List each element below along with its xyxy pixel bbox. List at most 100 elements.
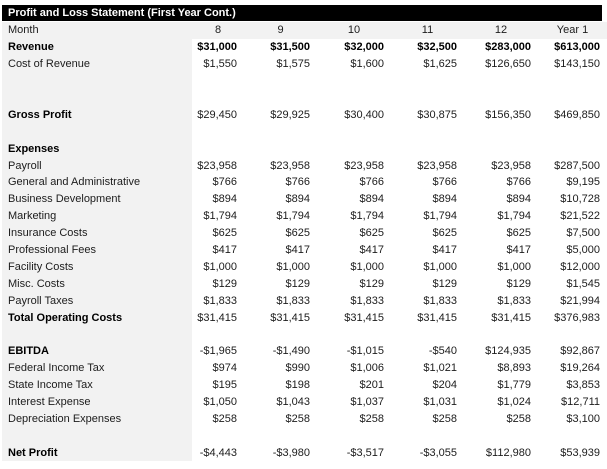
value-cell: $1,625 [423,58,457,71]
table-row: Expenses [2,140,607,158]
value-cell: $1,545 [566,277,600,290]
value-cell: $124,935 [485,345,531,358]
value-cell: $156,350 [485,108,531,121]
value-cell: $1,794 [350,210,384,223]
row-label: Facility Costs [2,258,192,276]
table-row: State Income Tax $195 $198 $201 $204 $1,779 $3… [2,376,607,394]
table-row: Revenue $31,000 $31,500 $32,000 $32,500 $283,… [2,38,607,56]
column-header-cell: 9 [244,22,317,39]
value-cell [391,73,464,90]
row-label: Interest Expense [2,393,192,411]
value-cell [244,123,317,140]
value-cell [244,140,317,157]
column-header-cell: 12 [464,22,538,39]
value-cell: $766 [359,176,384,189]
value-cell: $1,000 [423,260,457,273]
value-cell: $1,000 [276,260,310,273]
value-cell: $30,400 [344,108,384,121]
table-row: Professional Fees $417 $417 $417 $417 $417 $5,… [2,241,607,259]
value-cell: $31,415 [491,311,531,324]
value-cell [464,140,538,157]
value-cell [538,73,607,90]
value-cell [192,427,244,444]
value-cell: $21,994 [560,294,600,307]
value-cell: $625 [432,227,457,240]
table-row: Marketing $1,794 $1,794 $1,794 $1,794 $1,794 $… [2,207,607,225]
table-row: Gross Profit $29,450 $29,925 $30,400 $30,875… [2,106,607,124]
value-cell: $5,000 [566,244,600,257]
value-cell: $126,650 [485,58,531,71]
value-cell: $3,100 [566,412,600,425]
value-cell: -$1,490 [272,345,310,358]
row-label: Revenue [2,38,192,56]
table-row [2,89,607,107]
value-cell [538,326,607,343]
value-cell: $31,415 [197,311,237,324]
value-cell [244,73,317,90]
value-cell: -$3,517 [346,446,384,459]
value-cell: $1,794 [203,210,237,223]
value-cell [317,73,391,90]
value-cell: $112,980 [485,446,531,459]
value-cell: $283,000 [485,41,531,54]
value-cell: $31,500 [270,41,310,54]
row-label [2,89,192,107]
value-cell: $1,833 [350,294,384,307]
value-cell: $1,600 [350,58,384,71]
value-cell: $143,150 [554,58,600,71]
value-cell: $31,415 [344,311,384,324]
table-row [2,72,607,90]
value-cell [391,90,464,107]
value-cell: $10,728 [560,193,600,206]
value-cell: $625 [212,227,237,240]
row-label: Business Development [2,190,192,208]
row-label: Month [2,22,192,39]
value-cell: $894 [285,193,310,206]
value-cell: $31,000 [197,41,237,54]
row-label: State Income Tax [2,376,192,394]
row-label: Gross Profit [2,106,192,124]
statement-title-bar: Profit and Loss Statement (First Year Co… [2,5,602,21]
value-cell: $53,939 [560,446,600,459]
value-cell: $1,000 [203,260,237,273]
value-cell: $766 [212,176,237,189]
value-cell: $129 [432,277,457,290]
value-cell: $417 [506,244,531,257]
value-cell: $7,500 [566,227,600,240]
value-cell: $32,500 [417,41,457,54]
value-cell: $613,000 [554,41,600,54]
table-header-row: Month 8 9 10 11 12 Year 1 [2,22,607,39]
table-row: Misc. Costs $129 $129 $129 $129 $129 $1,545 [2,275,607,293]
row-label: Marketing [2,207,192,225]
value-cell: $258 [285,412,310,425]
row-label [2,123,192,141]
row-label [2,326,192,343]
value-cell: $766 [432,176,457,189]
table-row: Insurance Costs $625 $625 $625 $625 $625 $7,50… [2,224,607,242]
value-cell [464,90,538,107]
value-cell: $23,958 [491,159,531,172]
value-cell: $3,853 [566,379,600,392]
value-cell [192,326,244,343]
table-row: Payroll $23,958 $23,958 $23,958 $23,958 $23,9… [2,157,607,175]
value-cell: $29,450 [197,108,237,121]
value-cell: $23,958 [344,159,384,172]
value-cell [391,326,464,343]
table-row: Payroll Taxes $1,833 $1,833 $1,833 $1,833 $1,… [2,292,607,310]
row-label [2,72,192,90]
value-cell: $23,958 [270,159,310,172]
row-label: Professional Fees [2,241,192,259]
value-cell: $31,415 [270,311,310,324]
table-row [2,427,607,445]
column-header-cell: 11 [391,22,464,39]
value-cell: $129 [212,277,237,290]
table-row: Federal Income Tax $974 $990 $1,006 $1,021 $8… [2,359,607,377]
value-cell: $417 [212,244,237,257]
value-cell: $1,043 [276,396,310,409]
value-cell: $469,850 [554,108,600,121]
value-cell [192,90,244,107]
value-cell: $990 [285,362,310,375]
value-cell: $1,794 [497,210,531,223]
table-row: Net Profit -$4,443 -$3,980 -$3,517 -$3,055 $1… [2,444,607,462]
row-label: Insurance Costs [2,224,192,242]
